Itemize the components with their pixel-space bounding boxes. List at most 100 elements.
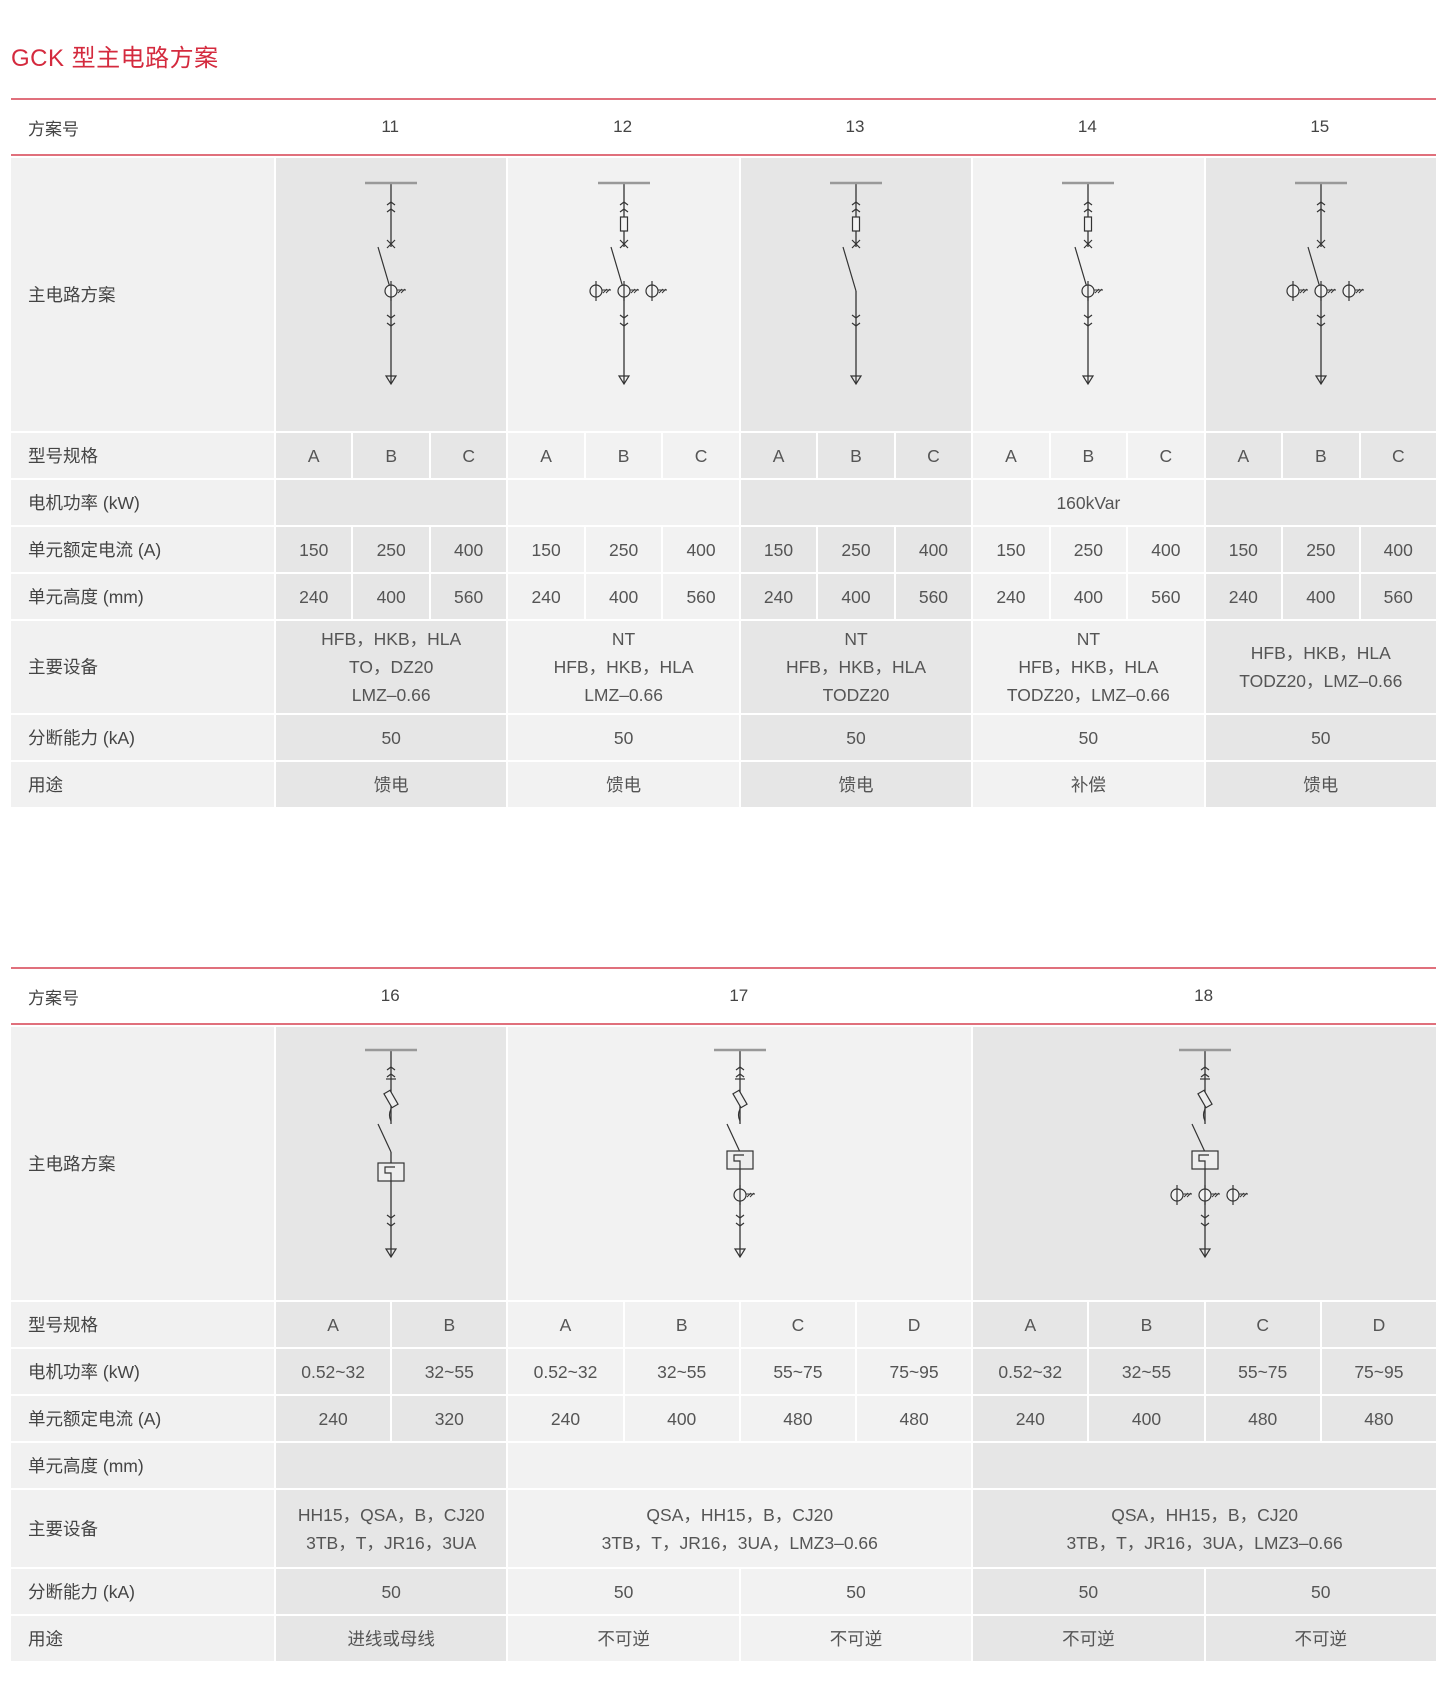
model-cell: C <box>1205 1302 1320 1347</box>
model-cell: C <box>663 433 739 478</box>
table-cell: 32~55 <box>392 1349 507 1394</box>
circuit-diagram-svg <box>1062 181 1115 386</box>
circuit-diagram-13 <box>740 158 972 431</box>
fuse-icon <box>619 216 628 232</box>
plug-down-icon <box>1084 314 1093 327</box>
ct-3-low-icon <box>1169 1185 1248 1205</box>
row-label: 型号规格 <box>11 1302 274 1347</box>
circuit-diagram-svg <box>588 181 667 386</box>
table-cell: 560 <box>663 574 739 619</box>
table-cell: 400 <box>818 574 894 619</box>
row-label: 型号规格 <box>11 433 274 478</box>
switch-icon <box>726 1123 741 1153</box>
table-cell: 240 <box>508 1396 623 1441</box>
scheme-number: 16 <box>380 986 400 1005</box>
table-cell: NT HFB，HKB，HLA TODZ20，LMZ–0.66 <box>973 621 1204 713</box>
model-cell: B <box>818 433 894 478</box>
table-cell: 480 <box>1321 1396 1436 1441</box>
table-cell: QSA，HH15，B，CJ20 3TB，T，JR16，3UA，LMZ3–0.66 <box>973 1490 1436 1567</box>
circuit-diagram-14 <box>973 158 1204 431</box>
table-cell: 进线或母线 <box>276 1616 507 1661</box>
table-cell: 150 <box>740 527 817 572</box>
plug-down-icon <box>1200 1214 1209 1227</box>
table-cell: 50 <box>973 715 1204 760</box>
table-cell: 50 <box>276 715 507 760</box>
circuit-diagram-svg <box>365 1048 418 1259</box>
circuit-diagram-17 <box>508 1027 972 1300</box>
table-cell: 55~75 <box>1205 1349 1320 1394</box>
breaker-icon <box>386 239 396 249</box>
table-cell: 馈电 <box>1205 762 1436 807</box>
model-cell: C <box>1128 433 1204 478</box>
breaker-icon <box>619 239 629 249</box>
table-cell: 240 <box>1205 574 1282 619</box>
table-cell: 馈电 <box>508 762 739 807</box>
circuit-diagram-16 <box>276 1027 507 1300</box>
cable-end-icon <box>1082 375 1095 386</box>
switch-icon <box>842 246 857 292</box>
table-cell: 250 <box>353 527 429 572</box>
circuit-diagram-15 <box>1205 158 1436 431</box>
fuse-diag-icon <box>1196 1089 1213 1122</box>
plug-up-icon <box>851 201 861 213</box>
table-cell: 馈电 <box>740 762 972 807</box>
switch-icon <box>377 246 392 292</box>
cable-end-icon <box>385 1248 398 1259</box>
circuit-diagram-18 <box>973 1027 1436 1300</box>
table-cell: 32~55 <box>1089 1349 1204 1394</box>
switch-icon <box>1191 1123 1206 1153</box>
table-cell: 240 <box>973 574 1049 619</box>
table-cell: 150 <box>508 527 584 572</box>
circuit-diagram-12 <box>508 158 739 431</box>
model-cell: B <box>1089 1302 1204 1347</box>
table-cell <box>276 1443 507 1488</box>
model-cell: D <box>856 1302 972 1347</box>
plug-up-icon <box>619 201 628 213</box>
scheme-number: 14 <box>1077 117 1097 136</box>
ct-icon <box>384 281 407 301</box>
fuse-icon <box>1084 216 1093 232</box>
table-cell: 50 <box>973 1569 1204 1614</box>
table-cell: 250 <box>585 527 662 572</box>
thermal-relay-icon <box>377 1162 405 1182</box>
table-cell: 560 <box>430 574 507 619</box>
table-cell: 不可逆 <box>740 1616 972 1661</box>
model-cell: D <box>1321 1302 1436 1347</box>
plug-down-icon <box>386 314 396 327</box>
table-cell: 400 <box>585 574 662 619</box>
circuit-diagram-svg <box>1286 181 1364 386</box>
table-cell: 240 <box>276 1396 391 1441</box>
plug-up-icon <box>386 1066 396 1078</box>
ct-3-icon <box>588 281 667 301</box>
plug-down-icon <box>735 1214 745 1227</box>
table-cell <box>276 480 507 525</box>
table-cell: 400 <box>895 527 972 572</box>
model-cell: C <box>1360 433 1436 478</box>
plug-up-icon <box>1084 201 1093 213</box>
table-cell: 400 <box>1089 1396 1204 1441</box>
model-cell: B <box>392 1302 507 1347</box>
scheme-table-body: 主电路方案 型号规格 A B C A B C A B C A B C A B C 电机功率 (kW) 160kVar… <box>11 158 1436 807</box>
model-cell: C <box>740 1302 855 1347</box>
table-cell: NT HFB，HKB，HLA TODZ20 <box>740 621 972 713</box>
plug-down-icon <box>851 314 861 327</box>
scheme-number-label: 方案号 <box>28 119 79 139</box>
circuit-diagram-svg <box>365 181 418 386</box>
model-cell: A <box>508 1302 623 1347</box>
row-label: 电机功率 (kW) <box>11 1349 274 1394</box>
ct-low-icon <box>733 1185 755 1205</box>
breaker-icon <box>851 239 861 249</box>
scheme-number: 18 <box>1194 986 1214 1005</box>
ct-icon <box>1081 281 1104 301</box>
model-cell: A <box>1205 433 1282 478</box>
scheme-table-2: 方案号 16 17 18 主电路方案 型号规格 A B A B C D A B C D 电机功率 (kW) 0.5… <box>11 967 1436 1661</box>
model-cell: B <box>1050 433 1127 478</box>
table-cell: 240 <box>740 574 817 619</box>
table-cell: 75~95 <box>1321 1349 1436 1394</box>
model-cell: A <box>276 433 352 478</box>
table-cell: 不可逆 <box>508 1616 739 1661</box>
model-cell: A <box>973 433 1049 478</box>
row-label: 单元额定电流 (A) <box>11 527 274 572</box>
plug-up-icon <box>735 1066 745 1078</box>
scheme-number-label: 方案号 <box>28 988 79 1008</box>
